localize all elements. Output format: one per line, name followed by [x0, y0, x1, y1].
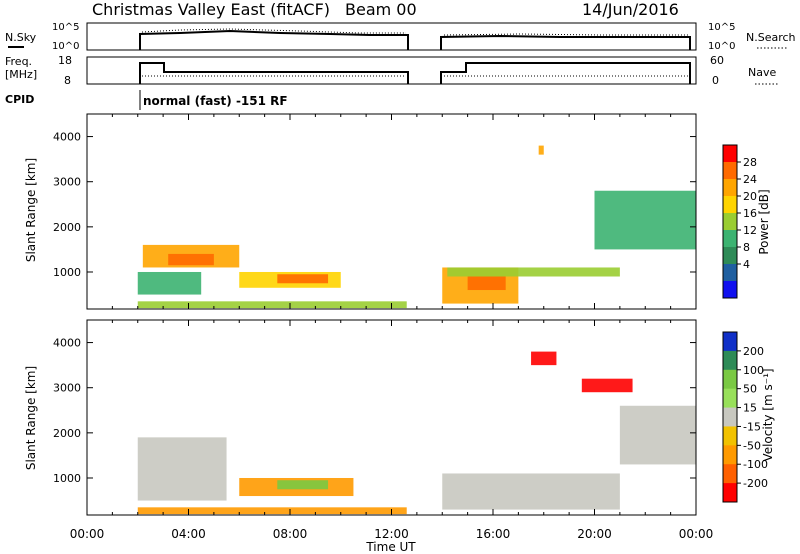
heatmap-region-1	[137, 271, 202, 295]
colorbar-tick-label: 15	[743, 402, 757, 415]
colorbar-swatch	[723, 445, 737, 465]
heatmap-region-5	[277, 274, 329, 284]
colorbar-tick-label: 28	[743, 156, 757, 169]
colorbar-tick-label: -100	[743, 458, 768, 471]
colorbar-swatch	[723, 230, 737, 248]
y-tick-label: 4000	[53, 131, 81, 144]
colorbar-swatch	[723, 350, 737, 371]
heatmap-region-8	[467, 276, 506, 291]
nsearch-tick-low: 10^0	[708, 41, 735, 52]
beam-label: Beam 00	[345, 0, 417, 19]
heatmap-region-1	[137, 437, 227, 501]
nsky-tick-low: 10^0	[52, 41, 79, 52]
colorbar-tick-label: 8	[743, 241, 750, 254]
heatmap-region-7	[581, 378, 633, 393]
y-tick-label: 3000	[53, 176, 81, 189]
power-colorbar: 28 24 20 16 12 8 4 Power [dB]	[722, 144, 771, 299]
colorbar-tick-label: 24	[743, 173, 757, 186]
colorbar-swatch	[723, 179, 737, 197]
colorbar-swatch	[723, 196, 737, 214]
heatmap-region-10	[538, 145, 544, 155]
time-tick-label: 00:00	[70, 527, 105, 541]
freq-label-2: [MHz]	[5, 68, 37, 81]
time-tick-label: 04:00	[171, 527, 206, 541]
colorbar-tick-label: -200	[743, 477, 768, 490]
cpid-mode: normal (fast) -151 RF	[143, 94, 288, 108]
velocity-panel: 4000 3000 2000 1000 Slant Range [km]	[24, 319, 697, 516]
y-tick-label: 1000	[53, 266, 81, 279]
heatmap-region-3	[168, 253, 214, 266]
colorbar-swatch	[723, 483, 737, 503]
colorbar-swatch	[723, 281, 737, 299]
nsky-tick-high: 10^5	[52, 22, 79, 33]
y-tick-label: 4000	[53, 337, 81, 350]
colorbar-tick-label: -50	[743, 439, 761, 452]
y-tick-label: 2000	[53, 221, 81, 234]
colorbar-swatch	[723, 426, 737, 446]
freq-label-1: Freq.	[5, 55, 32, 68]
nsky-label: N.Sky	[5, 31, 37, 44]
colorbar-tick-label: 12	[743, 224, 757, 237]
freq-panel: Freq. [MHz] 18 8 Nave 60 0	[5, 54, 778, 87]
colorbar-tick-label: 20	[743, 190, 757, 203]
power-ylabel: Slant Range [km]	[24, 158, 38, 262]
freq-tick-high: 18	[58, 54, 72, 67]
time-tick-label: 20:00	[577, 527, 612, 541]
heatmap-region-5	[442, 473, 620, 510]
date-label: 14/Jun/2016	[582, 0, 679, 19]
nsky-panel: N.Sky 10^5 10^0 N.Search 10^5 10^0	[5, 22, 796, 52]
time-tick-label: 00:00	[679, 527, 714, 541]
heatmap-region-3	[277, 480, 329, 490]
colorbar-swatch	[723, 264, 737, 282]
nave-tick-low: 0	[712, 74, 719, 87]
colorbar-tick-label: -15	[743, 420, 761, 433]
colorbar-swatch	[723, 332, 737, 352]
freq-tick-low: 8	[64, 74, 71, 87]
nsearch-label: N.Search	[746, 31, 796, 44]
power-scale-label: Power [dB]	[757, 189, 771, 254]
power-panel: 4000 3000 2000 1000 Slant Range [km]	[24, 113, 697, 310]
y-tick-label: 1000	[53, 472, 81, 485]
colorbar-swatch	[723, 407, 737, 427]
heatmap-region-8	[619, 405, 696, 465]
heatmap-region-9	[447, 267, 620, 277]
freq-trace	[139, 62, 691, 84]
time-axis-label: Time UT	[365, 540, 416, 554]
colorbar-swatch	[723, 369, 737, 390]
colorbar-tick-label: 50	[743, 383, 757, 396]
velocity-colorbar: 200 100 50 15 -15 -50 -100 -200 Velocity [m s⁻¹…	[722, 331, 775, 503]
heatmap-region-11	[594, 190, 696, 250]
heatmap-region-6	[137, 301, 407, 309]
nsearch-trace	[141, 28, 688, 36]
colorbar-tick-label: 200	[743, 345, 764, 358]
cpid-label: CPID	[5, 93, 34, 106]
colorbar-swatch	[723, 162, 737, 180]
heatmap-region-4	[137, 507, 407, 515]
nave-tick-high: 60	[710, 54, 724, 67]
nave-label: Nave	[748, 66, 776, 79]
plot-title: Christmas Valley East (fitACF)	[92, 0, 330, 19]
colorbar-tick-label: 16	[743, 207, 757, 220]
time-axis: 00:00 04:00 08:00 12:00 16:00 20:00 00:00 Time…	[70, 527, 714, 554]
velocity-scale-label: Velocity [m s⁻¹]	[761, 368, 775, 461]
y-tick-label: 3000	[53, 382, 81, 395]
time-tick-label: 16:00	[476, 527, 511, 541]
time-tick-label: 08:00	[273, 527, 308, 541]
colorbar-swatch	[723, 247, 737, 265]
colorbar-swatch	[723, 464, 737, 484]
y-tick-label: 2000	[53, 427, 81, 440]
colorbar-swatch	[723, 145, 737, 163]
colorbar-swatch	[723, 213, 737, 231]
colorbar-swatch	[723, 388, 737, 409]
heatmap-region-6	[531, 351, 557, 366]
colorbar-tick-label: 100	[743, 364, 764, 377]
colorbar-tick-label: 4	[743, 258, 750, 271]
nsearch-tick-high: 10^5	[708, 22, 735, 33]
time-tick-label: 12:00	[374, 527, 409, 541]
cpid-row: CPID normal (fast) -151 RF	[5, 90, 288, 110]
velocity-ylabel: Slant Range [km]	[24, 366, 38, 470]
nsky-trace	[139, 29, 691, 50]
